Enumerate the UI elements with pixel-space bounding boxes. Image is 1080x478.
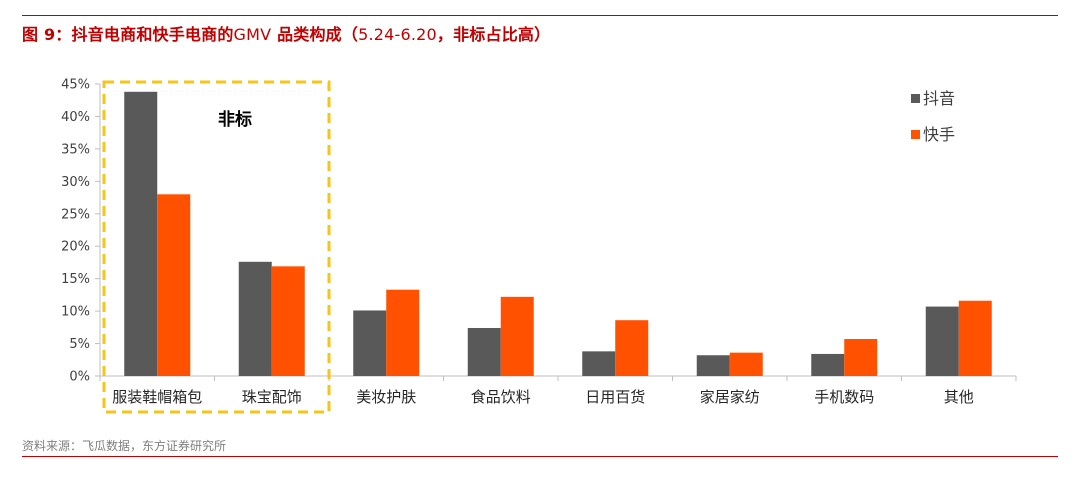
x-tick-label: 家居家纺 (700, 388, 760, 406)
bar-kuaishou (844, 339, 878, 376)
figure-title-main: 抖音电商和快手电商的 (71, 25, 234, 44)
legend-label-kuaishou: 快手 (923, 125, 955, 144)
highlight-box (102, 80, 331, 414)
y-tick-label: 30% (61, 175, 90, 190)
legend-swatch-kuaishou (911, 130, 920, 139)
bar-kuaishou (271, 266, 305, 376)
bar-kuaishou (500, 296, 534, 376)
figure-label: 图 9： (22, 25, 72, 44)
legend-label-douyin: 抖音 (923, 89, 955, 108)
y-tick-label: 40% (61, 110, 90, 125)
bar-douyin (124, 91, 158, 376)
annotation-label: 非标 (218, 109, 252, 130)
x-tick-label: 手机数码 (814, 388, 874, 406)
x-tick-label: 其他 (944, 388, 974, 406)
bar-kuaishou (729, 352, 763, 376)
y-tick-label: 25% (61, 207, 90, 222)
y-tick-label: 0% (69, 370, 90, 385)
figure-title-rest: 品类构成（ (277, 25, 359, 44)
figure-title-range: 5.24-6.20 (358, 25, 437, 44)
top-rule (22, 15, 1058, 16)
bar-douyin (467, 327, 501, 376)
y-tick-label: 5% (69, 337, 90, 352)
y-tick-label: 35% (61, 142, 90, 157)
x-tick-label: 食品饮料 (471, 388, 531, 406)
x-tick-label: 日用百货 (585, 388, 645, 406)
y-tick-label: 15% (61, 272, 90, 287)
bar-douyin (353, 310, 387, 376)
y-tick-label: 45% (61, 78, 90, 93)
x-tick-label: 珠宝配饰 (242, 388, 302, 406)
x-tick-label: 服装鞋帽箱包 (112, 388, 202, 406)
legend-swatch-douyin (911, 94, 920, 103)
source-note: 资料来源：飞瓜数据，东方证券研究所 (22, 439, 227, 453)
x-tick-label: 美妆护肤 (356, 388, 416, 406)
bar-kuaishou (958, 300, 992, 376)
bar-douyin (238, 261, 272, 376)
figure-title-end: ，非标占比高） (436, 25, 551, 44)
bar-kuaishou (157, 194, 191, 376)
bar-kuaishou (386, 289, 420, 376)
bar-douyin (811, 353, 845, 376)
bottom-rule (22, 456, 1058, 457)
y-tick-label: 10% (61, 305, 90, 320)
y-tick-label: 20% (61, 240, 90, 255)
bar-kuaishou (615, 320, 649, 376)
figure-title-gmv: GMV (233, 25, 272, 44)
bar-douyin (582, 351, 616, 376)
bar-douyin (925, 306, 959, 376)
figure-title: 图 9：抖音电商和快手电商的GMV 品类构成（5.24-6.20，非标占比高） (22, 21, 550, 45)
bar-douyin (696, 355, 730, 376)
bar-chart: 0% 5% 10% 15% 20% 25% 30% 35% 40% 45% 服装鞋帽箱包 珠宝配饰 美妆… (61, 78, 1017, 414)
